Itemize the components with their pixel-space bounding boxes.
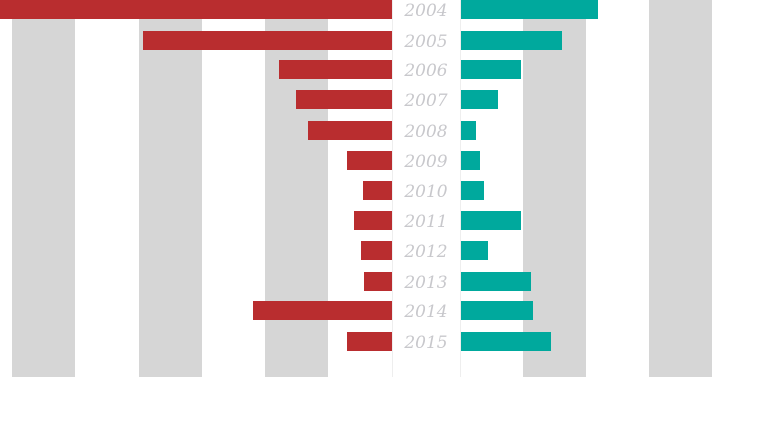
bar-left-2007: [296, 90, 392, 109]
bar-left-2004: [0, 0, 392, 19]
year-label: 2008: [404, 122, 448, 142]
axis-line: [460, 0, 461, 377]
bar-left-2015: [347, 332, 392, 351]
bar-right-2009: [461, 151, 480, 170]
bar-right-2010: [461, 181, 484, 200]
bar-right-2013: [461, 272, 531, 291]
bar-right-2015: [461, 332, 551, 351]
bar-right-2012: [461, 241, 488, 260]
bar-left-2010: [363, 181, 392, 200]
year-label: 2005: [404, 32, 448, 52]
bar-left-2013: [364, 272, 392, 291]
year-label: 2013: [404, 273, 448, 293]
year-label: 2007: [404, 91, 448, 111]
bar-right-2004: [461, 0, 598, 19]
grid-band: [265, 0, 328, 377]
year-label: 2004: [404, 1, 448, 21]
bar-left-2005: [143, 31, 392, 50]
grid-band: [12, 0, 75, 377]
axis-line: [392, 0, 393, 377]
bar-left-2008: [308, 121, 392, 140]
grid-band: [523, 0, 586, 377]
bar-left-2014: [253, 301, 392, 320]
grid-band: [139, 0, 202, 377]
bar-right-2014: [461, 301, 533, 320]
year-label: 2012: [404, 242, 448, 262]
bar-right-2008: [461, 121, 476, 140]
year-label: 2015: [404, 333, 448, 353]
year-label: 2006: [404, 61, 448, 81]
bar-left-2006: [279, 60, 392, 79]
bar-right-2006: [461, 60, 521, 79]
year-label: 2014: [404, 302, 448, 322]
bar-right-2005: [461, 31, 562, 50]
year-label: 2009: [404, 152, 448, 172]
bar-left-2009: [347, 151, 392, 170]
grid-band: [649, 0, 712, 377]
bar-right-2007: [461, 90, 498, 109]
bar-right-2011: [461, 211, 521, 230]
year-label: 2010: [404, 182, 448, 202]
bar-left-2011: [354, 211, 392, 230]
bar-left-2012: [361, 241, 392, 260]
year-label: 2011: [404, 212, 448, 232]
